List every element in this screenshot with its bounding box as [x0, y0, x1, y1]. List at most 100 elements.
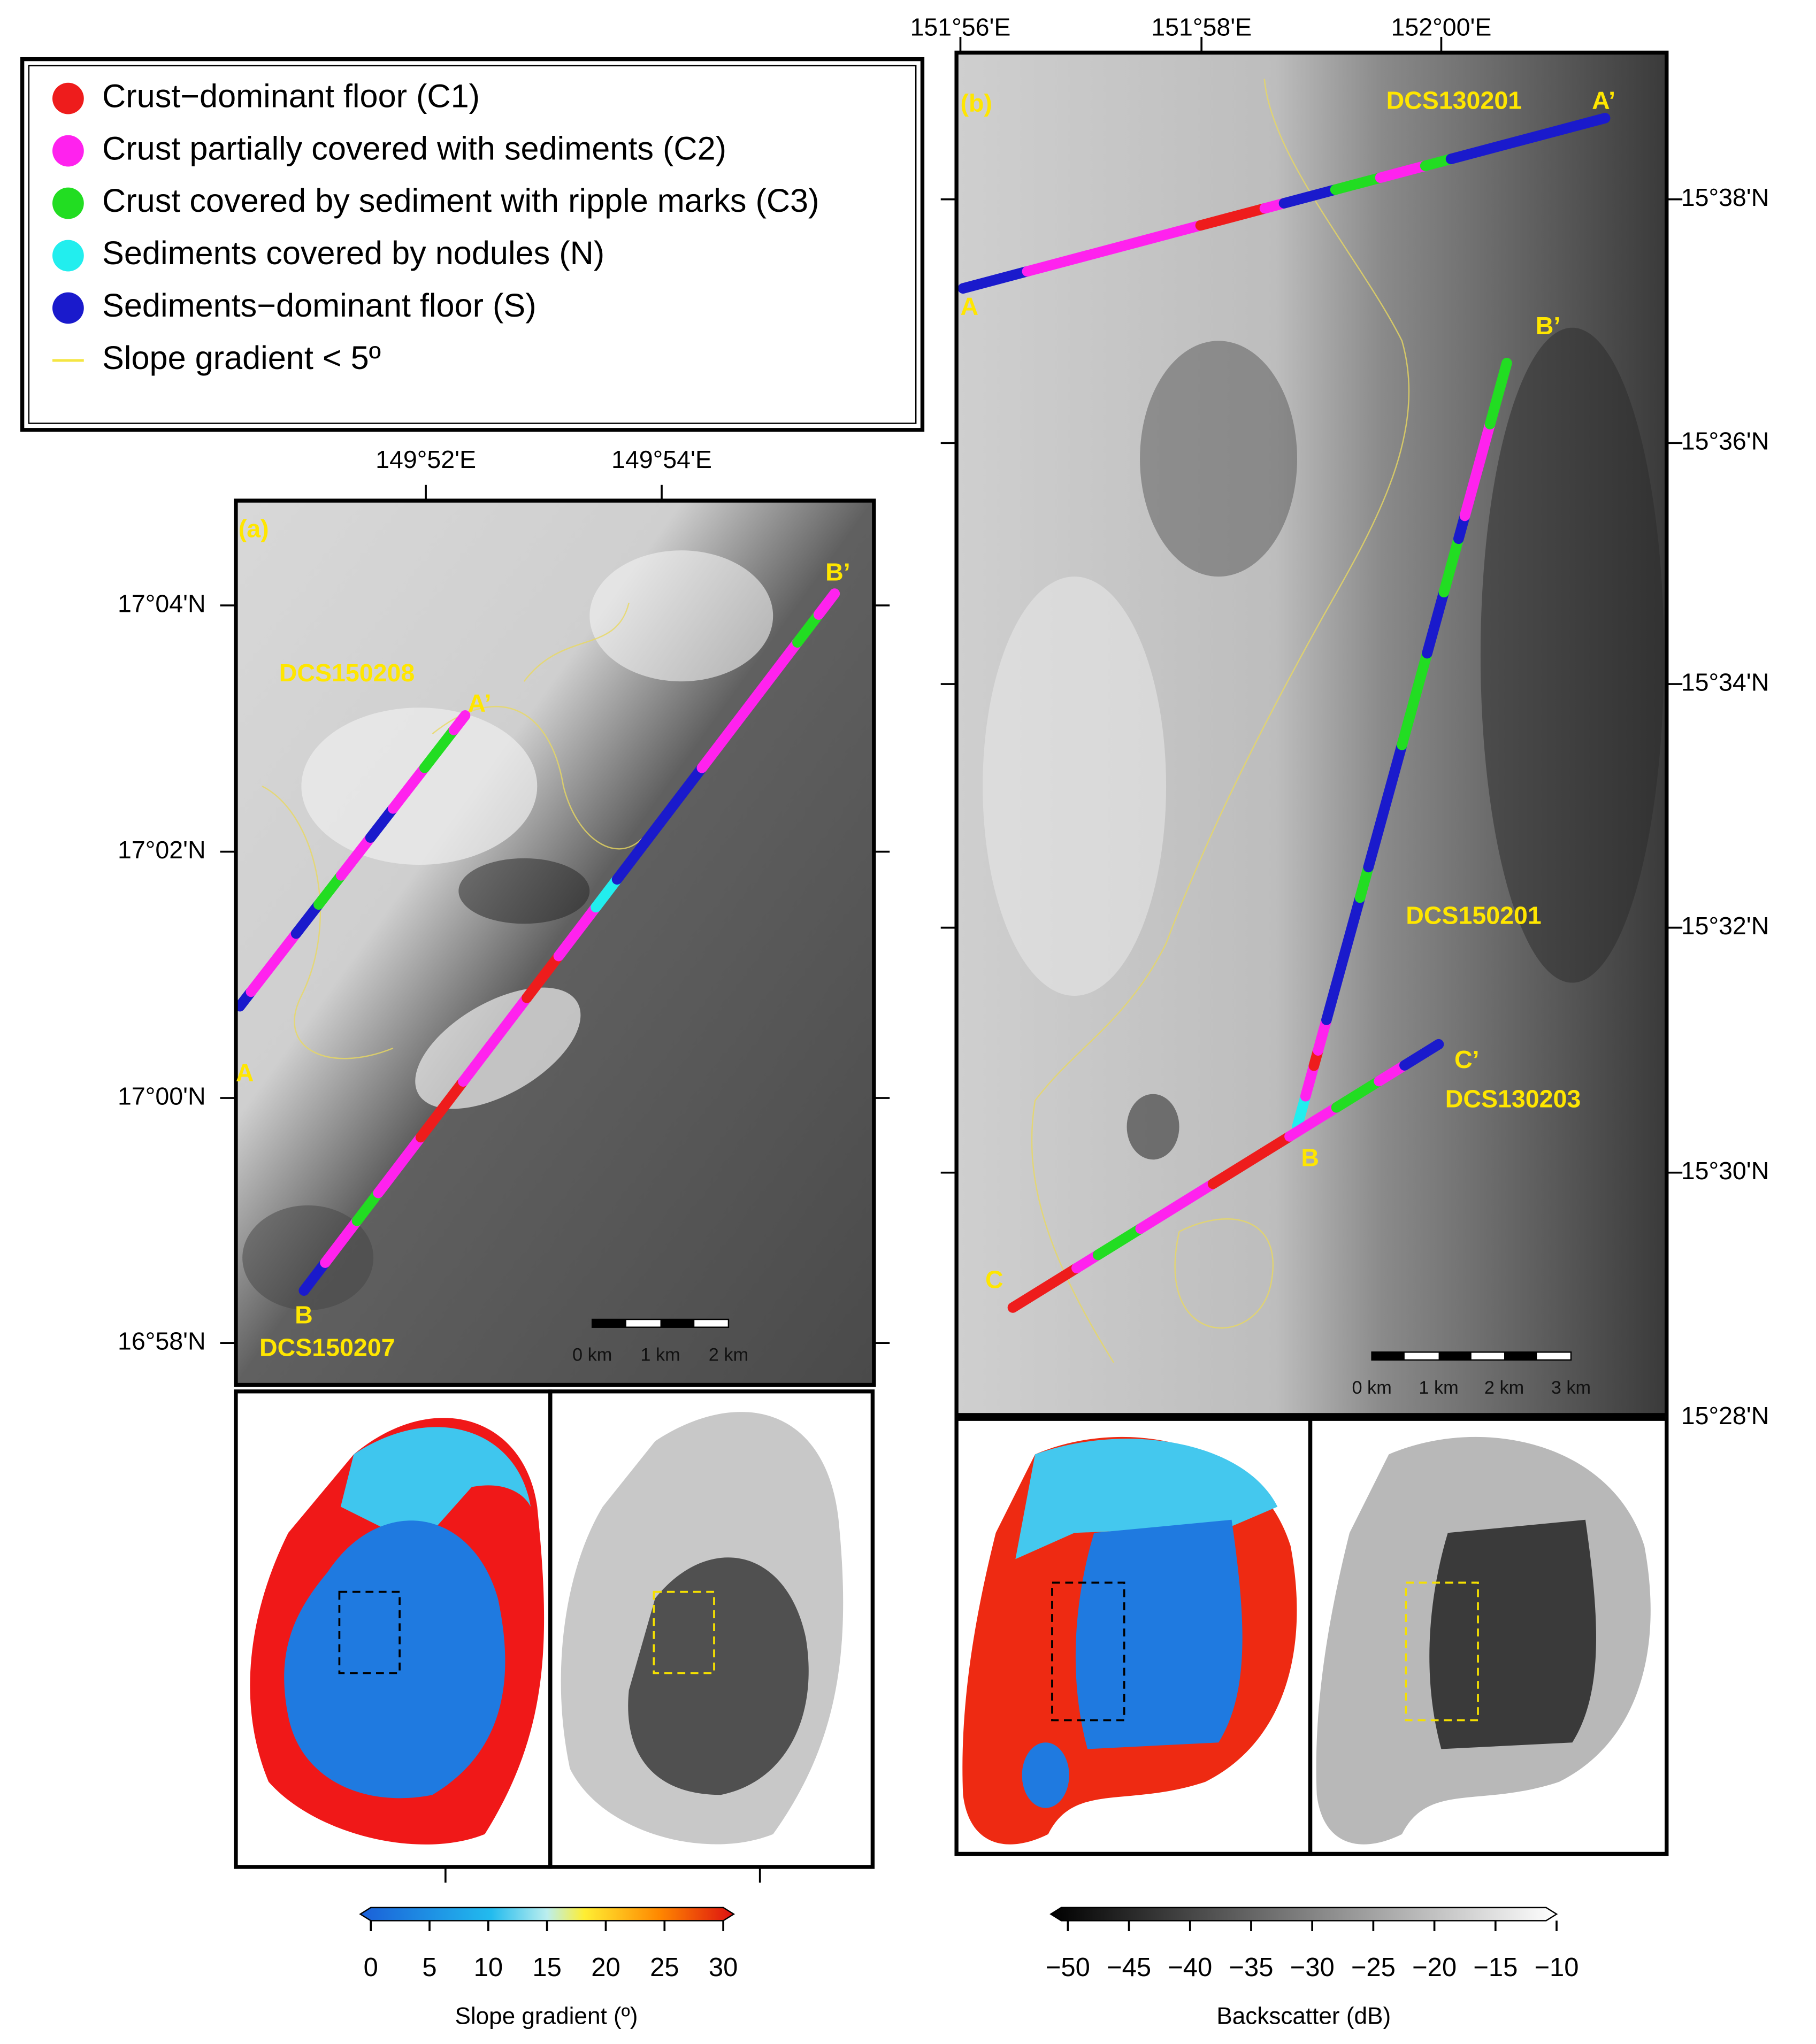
track-segment	[415, 1076, 469, 1143]
legend-frame	[20, 57, 925, 432]
inset-frame	[548, 1389, 875, 1869]
colorbar-tick-label: 25	[650, 1953, 679, 1982]
colorbar-tick-label: −25	[1351, 1953, 1396, 1982]
y-coordinate-label: 15°28'N	[1681, 1402, 1769, 1430]
tracks	[234, 588, 840, 1296]
point-label: B	[1301, 1143, 1319, 1171]
colorbar-slope: 0 5 10 15 20 25 30 Slope gradient (º)	[359, 1907, 738, 2029]
track-segment	[1397, 648, 1432, 750]
colorbar-title: Backscatter (dB)	[1216, 2003, 1391, 2029]
legend-label: Crust−dominant floor (C1)	[102, 78, 480, 114]
axis-ticks	[220, 485, 890, 1883]
track-label: DCS130203	[1445, 1085, 1581, 1112]
point-label: C’	[1454, 1046, 1480, 1073]
track-label: DCS130201	[1386, 87, 1522, 114]
colorbar-tick-label: −15	[1473, 1953, 1518, 1982]
point-label: A’	[1592, 87, 1615, 114]
track-segment	[1092, 1223, 1146, 1261]
inset-slope-map	[1022, 1742, 1069, 1808]
map-texture	[1127, 1094, 1179, 1160]
colorbar-backscatter: −50 −45 −40 −35 −30 −25 −20 −15 −10 Backscatter …	[1046, 1907, 1579, 2029]
x-coordinate-label: 151°56'E	[910, 13, 1011, 41]
track-segment	[1422, 587, 1450, 659]
map-texture	[983, 577, 1167, 996]
scale-bar: 0 km 1 km 2 km	[572, 1318, 748, 1365]
scale-label: 1 km	[640, 1345, 680, 1365]
y-coordinate-label: 17°04'N	[118, 589, 206, 617]
y-coordinate-label: 15°30'N	[1681, 1157, 1769, 1185]
scale-bar-body	[1438, 1352, 1472, 1360]
legend-label: Sediments−dominant floor (S)	[102, 287, 537, 324]
scale-label: 3 km	[1551, 1378, 1591, 1398]
scale-bar-body	[660, 1319, 695, 1327]
track-segment	[1484, 358, 1512, 429]
track-segment	[522, 950, 564, 1003]
colorbar-tick-label: −10	[1534, 1953, 1579, 1982]
inset-slope-map	[1015, 1439, 1278, 1559]
track-segment	[313, 870, 347, 910]
scale-bar-body	[1371, 1352, 1405, 1360]
inset-extent	[653, 1590, 715, 1674]
legend-swatch	[52, 135, 84, 167]
track-segment	[591, 874, 623, 913]
legend-label: Slope gradient < 5º	[102, 340, 381, 376]
slope-contour	[262, 602, 643, 1059]
map-texture	[301, 708, 538, 865]
track-segment	[298, 1257, 331, 1296]
track-segment	[1363, 740, 1407, 873]
y-coordinate-label: 15°34'N	[1681, 668, 1769, 696]
scale-bar: 0 km 1 km 2 km 3 km	[1352, 1351, 1591, 1398]
track-segment	[336, 832, 376, 881]
track-segment	[1321, 892, 1366, 1025]
panel-a: (a) A A’ B B’ DCS150208 DCS150207 0 km 1…	[118, 445, 890, 1883]
colorbar-tick-label: −50	[1046, 1953, 1090, 1982]
map-texture	[242, 1205, 374, 1310]
legend-label: Sediments covered by nodules (N)	[102, 235, 604, 271]
track-segment	[1007, 1263, 1082, 1313]
legend-swatch	[52, 82, 84, 114]
point-label: B	[295, 1301, 313, 1328]
colorbar-ticks: −50 −45 −40 −35 −30 −25 −20 −15 −10	[1046, 1920, 1579, 1982]
x-coordinate-label: 149°52'E	[376, 445, 476, 473]
colorbar-tick-label: 30	[709, 1953, 738, 1982]
colorbar-tick-label: −20	[1412, 1953, 1457, 1982]
map-texture	[1140, 341, 1297, 577]
legend-label: Crust partially covered with sediments (…	[102, 130, 726, 166]
legend-label: Crust covered by sediment with ripple ma…	[102, 182, 819, 219]
track-segment	[813, 588, 840, 620]
x-coordinate-label: 149°54'E	[611, 445, 712, 473]
track-segment	[351, 1187, 384, 1226]
colorbar-tick-label: −30	[1290, 1953, 1335, 1982]
track-segment	[1278, 184, 1341, 209]
track-segment	[419, 725, 459, 773]
scale-label: 1 km	[1419, 1378, 1458, 1398]
track-segment	[1445, 113, 1611, 165]
scale-bar-body	[1504, 1352, 1537, 1360]
colorbar-tick-label: 10	[474, 1953, 503, 1982]
scale-label: 0 km	[572, 1345, 612, 1365]
colorbar-tick-label: 15	[532, 1953, 561, 1982]
track-label: DCS150208	[279, 659, 415, 687]
y-coordinate-label: 15°32'N	[1681, 912, 1769, 940]
y-coordinate-label: 17°00'N	[118, 1082, 206, 1110]
map-texture	[589, 550, 773, 682]
map-frame	[234, 498, 876, 1387]
inset-backscatter-map	[1429, 1519, 1596, 1749]
point-label: B’	[1536, 312, 1561, 340]
y-coordinate-label: 15°36'N	[1681, 427, 1769, 455]
inset-frame	[1308, 1417, 1669, 1856]
track-segment	[1459, 419, 1496, 521]
point-label: A	[960, 292, 978, 320]
inset-backscatter-map	[628, 1557, 809, 1795]
track-segment	[553, 902, 601, 962]
colorbar-tick-label: −40	[1168, 1953, 1212, 1982]
y-coordinate-label: 16°58'N	[118, 1327, 206, 1355]
colorbar-ticks: 0 5 10 15 20 25 30	[364, 1920, 738, 1982]
colorbar-tick-label: −45	[1107, 1953, 1151, 1982]
colorbar-tick-label: 0	[364, 1953, 378, 1982]
scale-label: 0 km	[1352, 1378, 1391, 1398]
track-segment	[373, 1132, 426, 1198]
legend-items: Crust−dominant floor (C1) Crust partially…	[52, 78, 819, 324]
track-segment	[1195, 203, 1270, 231]
